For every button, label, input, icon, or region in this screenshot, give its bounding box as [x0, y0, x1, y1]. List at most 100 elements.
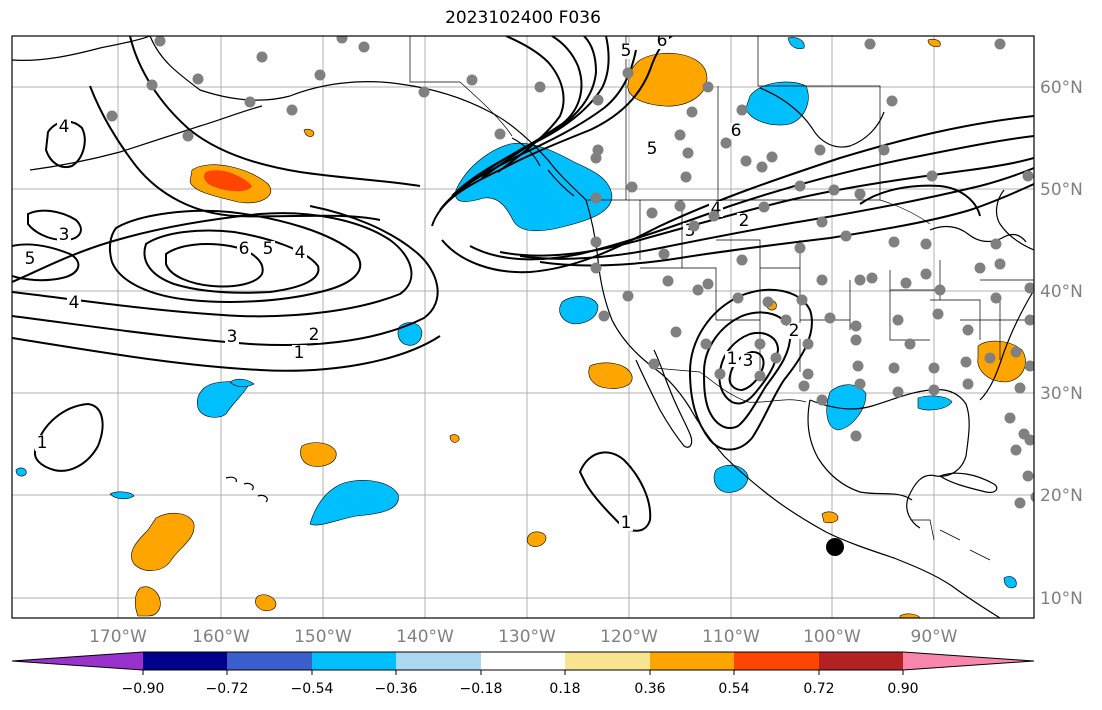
station-dot	[984, 352, 996, 364]
contour-label: 3	[685, 221, 696, 241]
station-dot	[990, 292, 1002, 304]
station-dot	[754, 370, 766, 382]
lat-label: 20°N	[1040, 486, 1083, 506]
lon-label: 170°W	[89, 627, 147, 647]
station-dot	[934, 284, 946, 296]
lon-label: 120°W	[600, 627, 658, 647]
station-dot	[770, 352, 782, 364]
lon-label: 140°W	[396, 627, 454, 647]
shade-blue-top	[787, 37, 805, 49]
station-dot	[1004, 412, 1016, 424]
station-dot	[854, 188, 866, 200]
station-dot	[590, 262, 602, 274]
station-dot	[674, 200, 686, 212]
station-dot	[994, 38, 1006, 50]
shade-blue-colo	[397, 322, 423, 346]
station-dot	[1010, 444, 1022, 456]
station-dot	[886, 95, 898, 107]
station-dot	[926, 170, 938, 182]
station-dot	[962, 324, 974, 336]
station-dot	[754, 338, 766, 350]
station-dot	[674, 129, 686, 141]
lon-label: 130°W	[498, 627, 556, 647]
station-dot	[648, 358, 660, 370]
shade-orange-gulf-alaska	[627, 52, 708, 107]
colorbar-bin	[481, 652, 565, 670]
station-dot	[994, 258, 1006, 270]
political-boundaries	[409, 36, 1034, 561]
station-dot	[702, 81, 714, 93]
shade-orange-sw-2	[134, 586, 161, 617]
contour-west-2	[27, 209, 82, 242]
colorbar-extend-min	[12, 652, 143, 670]
hawaii-islands	[225, 476, 268, 503]
contour-ridge-6	[497, 36, 565, 173]
station-dot	[864, 38, 876, 50]
great-lakes	[929, 225, 1027, 243]
shade-red-northpacific	[204, 170, 252, 192]
contour-label: 3	[227, 327, 238, 347]
station-dot	[920, 238, 932, 250]
contour-pacific-high-1	[12, 212, 413, 318]
canada-us-border	[586, 199, 931, 225]
stations	[106, 36, 1034, 509]
contour-label: 4	[711, 199, 722, 219]
shade-orange-hawaii-n	[300, 442, 337, 467]
station-dot	[494, 128, 506, 140]
lat-label: 60°N	[1040, 78, 1083, 98]
colorbar-tick-label: 0.90	[887, 681, 918, 697]
station-dot	[850, 430, 862, 442]
station-dot	[662, 275, 674, 287]
station-dot	[418, 86, 430, 98]
shade-orange-small-3	[449, 434, 460, 443]
contour-labels: 65654321435465432111321	[23, 36, 801, 533]
shade-blue-small-3	[1003, 576, 1017, 589]
station-dot	[534, 81, 546, 93]
lon-label: 110°W	[702, 627, 760, 647]
contour-label: 2	[789, 321, 800, 341]
station-dot	[920, 268, 932, 280]
station-dot	[256, 51, 268, 63]
contour-label: 5	[25, 249, 36, 269]
station-dot	[1022, 170, 1034, 182]
lat-label: 10°N	[1040, 589, 1083, 609]
contour-pacific-high-3	[12, 335, 441, 372]
contour-label: 3	[59, 225, 70, 245]
station-dot	[766, 151, 778, 163]
station-dot	[824, 312, 836, 324]
lat-label: 40°N	[1040, 282, 1083, 302]
shade-blue-gulf	[826, 384, 867, 431]
station-dot	[960, 356, 972, 368]
contour-ridge-4	[465, 36, 598, 187]
station-dot	[286, 104, 298, 116]
station-dot	[154, 36, 166, 47]
station-dot	[1014, 382, 1026, 394]
alaska-coast	[149, 36, 587, 201]
station-dot	[962, 378, 974, 390]
shade-orange-sw-1	[131, 512, 195, 571]
station-dot	[1024, 314, 1034, 326]
station-dot	[106, 110, 118, 122]
station-dot	[974, 262, 986, 274]
colorbar-bin	[734, 652, 819, 670]
station-dot	[598, 310, 610, 322]
shade-orange-sw-3	[255, 594, 277, 612]
station-dot	[686, 106, 698, 118]
contour-west-1	[12, 243, 80, 282]
contour-pacific-high-4	[108, 209, 362, 303]
station-dot	[1022, 470, 1034, 482]
alaska-canada-border	[409, 36, 513, 137]
colorbar-tick-label: −0.72	[206, 681, 249, 697]
contour-label: 1	[727, 349, 738, 369]
contour-label: 1	[621, 513, 632, 533]
contour-label: 1	[294, 343, 305, 363]
shade-blue-small-4	[229, 378, 255, 388]
colorbar-tick-label: −0.18	[460, 681, 503, 697]
shade-blue-small-1	[109, 491, 135, 500]
contour-label: 5	[647, 139, 658, 159]
contour-cutoff-inner	[718, 332, 780, 405]
station-dot	[622, 67, 634, 79]
station-dot	[682, 147, 694, 159]
gulf-coast	[809, 388, 970, 529]
